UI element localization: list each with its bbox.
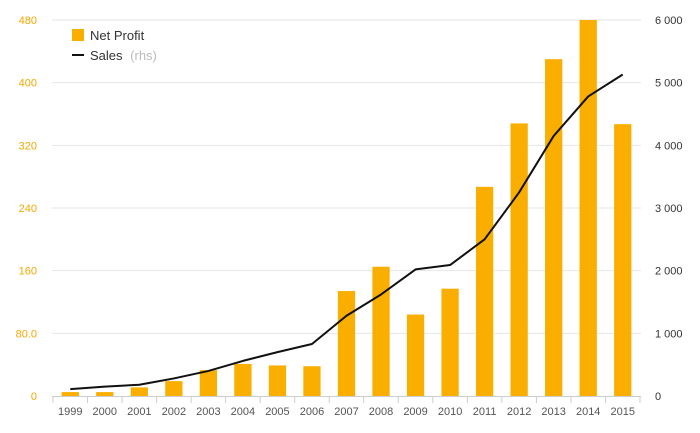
x-axis: 1999 2000 2001 2002 2003 2004 2005 2006 2007 2008…	[52, 396, 641, 418]
bar-net-profit	[199, 370, 218, 396]
legend-net-profit-label: Net Profit	[90, 28, 145, 43]
right-axis: 0 1 000 2 000 3 000 4 000 5 000 6 000	[655, 15, 683, 403]
bar-net-profit	[303, 366, 321, 396]
x-tick-label: 2014	[576, 406, 600, 418]
left-tick-label: 320	[19, 140, 37, 152]
bar-net-profit	[510, 123, 528, 397]
legend-net-profit-swatch	[72, 29, 84, 41]
x-tick-label: 2000	[93, 406, 117, 418]
x-tick-label: 2008	[369, 406, 393, 418]
left-tick-label: 160	[19, 266, 37, 278]
x-tick-label: 2005	[265, 406, 289, 418]
x-tick-label: 2007	[334, 406, 358, 418]
bar-net-profit	[337, 291, 356, 396]
bar-net-profit	[372, 266, 390, 396]
sales-line	[70, 73, 624, 391]
left-tick-label: 80.0	[16, 328, 37, 340]
bar-net-profit	[268, 365, 287, 396]
right-tick-label: 1 000	[655, 328, 683, 340]
bar-net-profit	[614, 124, 632, 396]
right-tick-label: 4 000	[655, 140, 683, 152]
x-tick-label: 2015	[610, 406, 634, 418]
x-tick-label: 2011	[473, 406, 497, 418]
right-tick-label: 3 000	[655, 203, 683, 215]
x-tick-label: 2012	[507, 406, 531, 418]
x-tick-label: 2013	[541, 406, 565, 418]
x-tick-label: 2004	[231, 406, 255, 418]
x-tick-label: 1999	[58, 406, 82, 418]
right-tick-label: 5 000	[655, 78, 683, 90]
bar-net-profit	[579, 20, 597, 396]
bar-net-profit	[545, 59, 563, 397]
left-tick-label: 240	[19, 203, 37, 215]
svg-text:Sales (rhs): Sales (rhs)	[90, 48, 157, 63]
right-tick-label: 0	[655, 391, 661, 403]
left-tick-label: 400	[19, 78, 37, 90]
right-tick-label: 6 000	[655, 15, 683, 27]
x-tick-label: 2001	[127, 406, 151, 418]
left-axis: 0 80.0 160 240 320 400 480	[16, 15, 37, 403]
left-tick-label: 480	[19, 15, 37, 27]
x-tick-label: 2003	[196, 406, 220, 418]
gridlines	[52, 19, 641, 334]
x-tick-label: 2010	[438, 406, 462, 418]
legend: Net Profit Sales (rhs)	[72, 28, 157, 63]
right-tick-label: 2 000	[655, 266, 683, 278]
bar-net-profit	[61, 392, 79, 396]
bar-net-profit	[165, 381, 183, 396]
bar-net-profit	[234, 363, 252, 396]
x-tick-label: 2002	[162, 406, 186, 418]
bar-net-profit	[406, 314, 425, 396]
legend-sales-note: (rhs)	[130, 48, 157, 63]
legend-sales-label: Sales	[90, 48, 123, 63]
x-tick-label: 2009	[403, 406, 427, 418]
x-tick-label: 2006	[300, 406, 324, 418]
bar-net-profit	[130, 387, 148, 396]
bar-net-profit	[96, 392, 114, 396]
left-tick-label: 0	[31, 391, 37, 403]
net-profit-bars	[61, 20, 632, 397]
sales-line-group	[70, 73, 624, 391]
bar-net-profit	[441, 288, 459, 396]
bar-net-profit	[475, 186, 494, 396]
